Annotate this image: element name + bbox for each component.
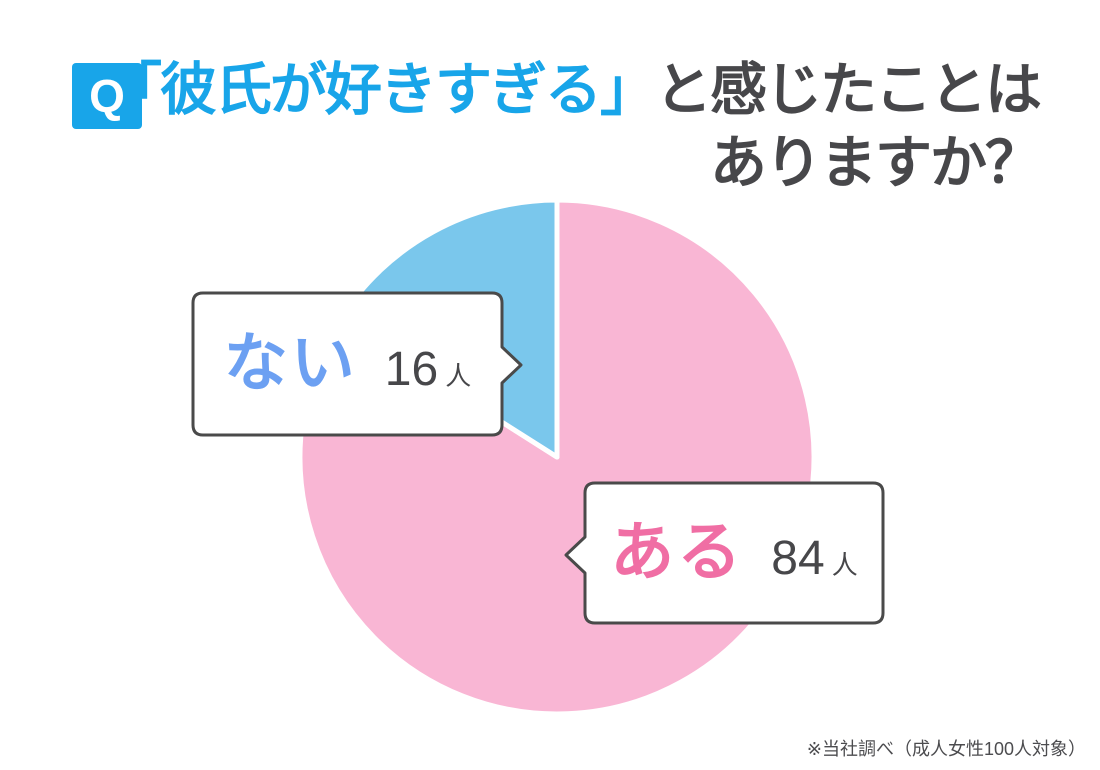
page-title: 「彼氏が好きすぎる」と感じたことは ありますか？ <box>105 54 1042 200</box>
answer-count-nai: 16 <box>384 343 439 396</box>
title-line-1: 「彼氏が好きすぎる」と感じたことは <box>105 54 1042 127</box>
bubble-aru-shape <box>564 481 885 625</box>
bubble-aru: ある 84 人 <box>585 483 883 623</box>
answer-label-nai: ない <box>223 327 358 399</box>
bubble-nai-shape <box>191 291 523 437</box>
bubble-nai: ない 16 人 <box>193 293 502 435</box>
question-badge-label: Q <box>89 70 125 122</box>
answer-unit-aru: 人 <box>831 550 858 580</box>
question-badge: Q <box>72 63 142 129</box>
title-highlight: 「彼氏が好きすぎる」 <box>105 58 657 122</box>
survey-footnote: ※当社調べ（成人女性100人対象） <box>806 739 1086 759</box>
answer-label-aru: ある <box>610 516 745 588</box>
answer-unit-nai: 人 <box>445 361 472 391</box>
title-rest: と感じたことは <box>655 58 1042 122</box>
answer-count-aru: 84 <box>771 532 825 585</box>
title-line-2: ありますか？ <box>710 131 1042 195</box>
